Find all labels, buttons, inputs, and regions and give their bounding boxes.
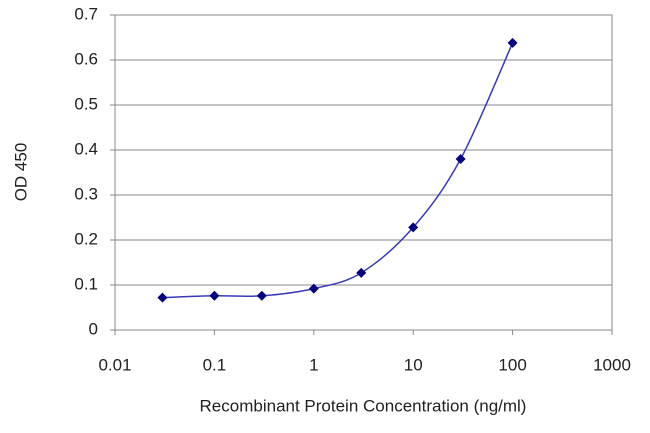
y-tick-label: 0 <box>89 319 98 338</box>
y-tick-label: 0.3 <box>74 184 98 203</box>
x-tick-label: 0.1 <box>203 355 227 374</box>
x-tick-label: 100 <box>498 355 526 374</box>
y-tick-label: 0.5 <box>74 94 98 113</box>
x-tick-label: 1000 <box>593 355 631 374</box>
plot-area <box>114 14 613 331</box>
y-axis-label: OD 450 <box>11 143 30 202</box>
x-tick-label: 0.01 <box>98 355 131 374</box>
y-tick-label: 0.1 <box>74 274 98 293</box>
y-tick-label: 0.2 <box>74 229 98 248</box>
y-tick-label: 0.6 <box>74 49 98 68</box>
marker <box>209 290 220 301</box>
marker <box>455 154 466 164</box>
marker <box>256 290 267 301</box>
x-tick-label: 1 <box>309 355 318 374</box>
y-tick-label: 0.4 <box>74 139 98 158</box>
marker <box>408 222 419 233</box>
marker <box>308 283 319 294</box>
marker <box>356 267 367 278</box>
marker <box>507 37 518 48</box>
y-tick-label: 0.7 <box>74 4 98 23</box>
x-tick-label: 10 <box>404 355 423 374</box>
x-axis-label: Recombinant Protein Concentration (ng/ml… <box>200 396 527 415</box>
marker <box>157 292 168 303</box>
